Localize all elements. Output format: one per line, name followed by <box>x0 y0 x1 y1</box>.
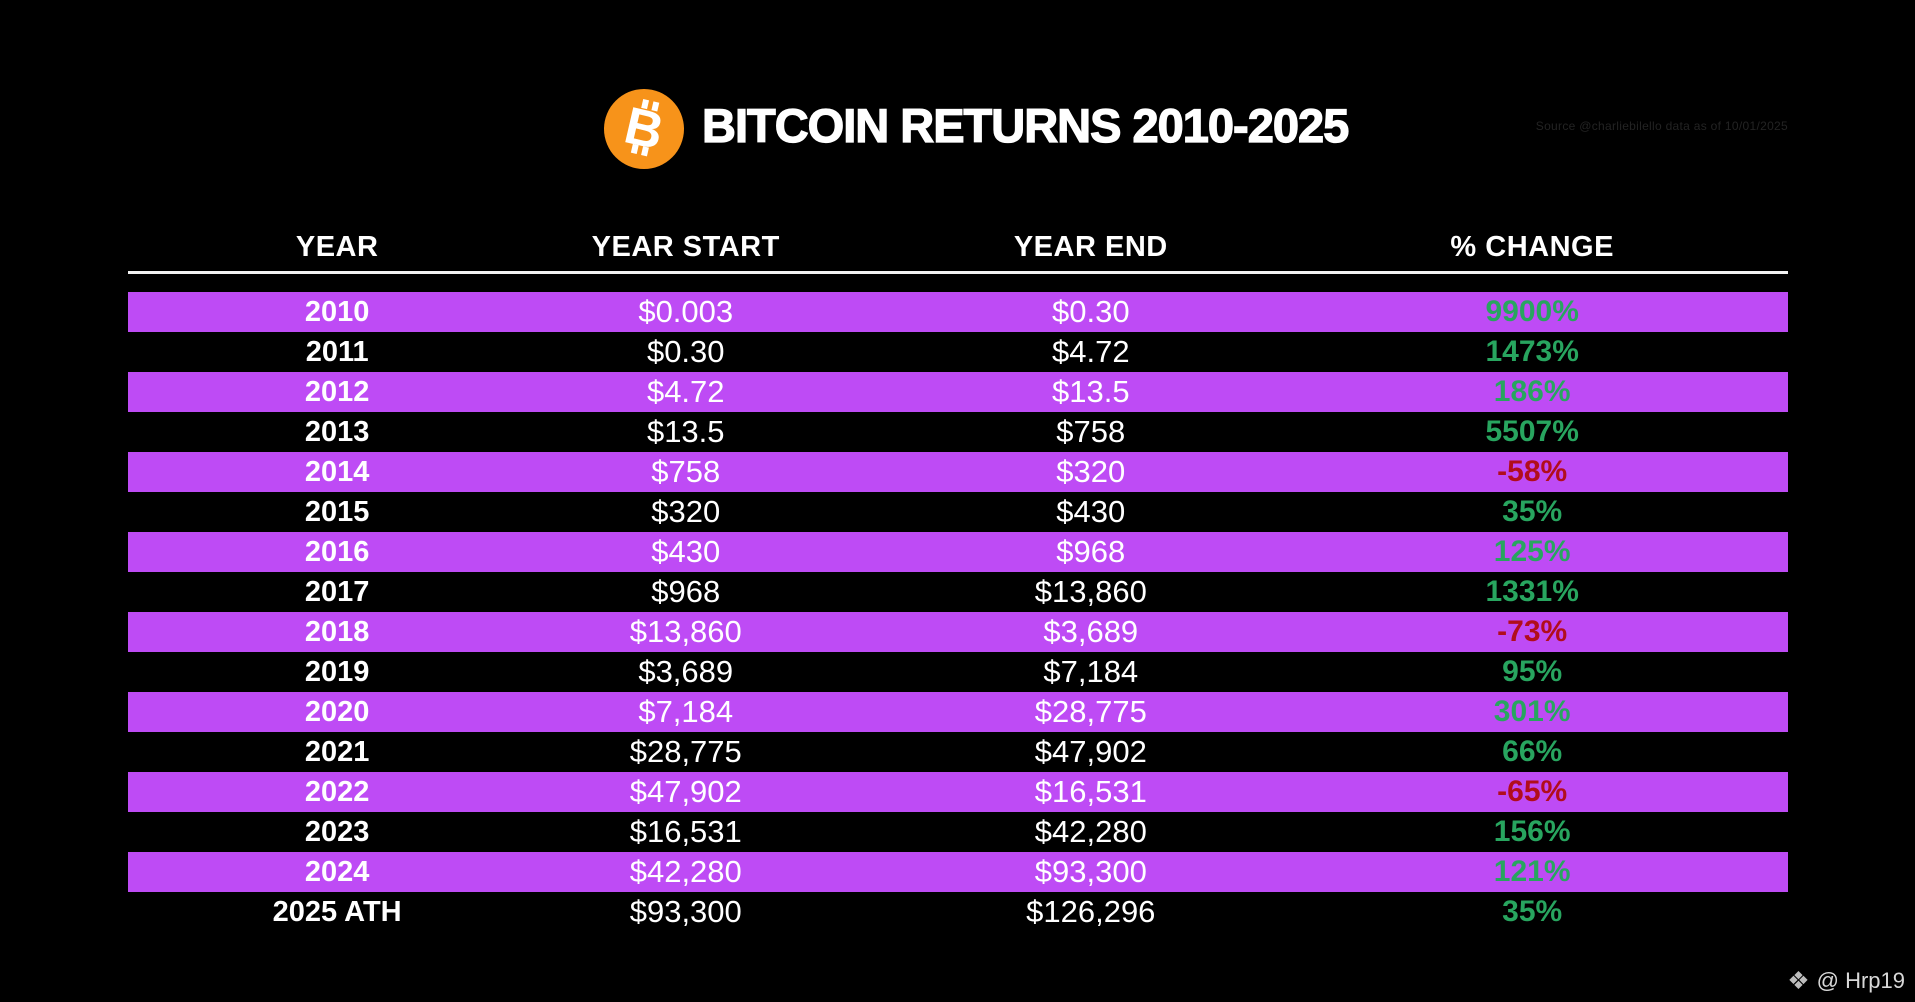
bitcoin-icon: B <box>604 89 684 169</box>
pct-change-cell: 1473% <box>1485 335 1579 368</box>
year-end-cell: $3,689 <box>1043 614 1139 649</box>
table-row: 2022 $47,902 $16,531 -65% <box>128 772 1788 812</box>
year-cell: 2019 <box>304 656 370 688</box>
watermark-handle: @ Hrp19 <box>1816 968 1905 993</box>
year-cell: 2021 <box>304 736 370 768</box>
year-cell: 2013 <box>304 416 370 448</box>
bitcoin-circle <box>604 89 684 169</box>
watermark: ❖ @ Hrp19 <box>1787 968 1905 994</box>
pct-change-cell: 186% <box>1493 375 1571 408</box>
table-row: 2014 $758 $320 -58% <box>128 452 1788 492</box>
column-header-year-end: YEAR END <box>1013 230 1168 263</box>
year-cell: 2023 <box>304 816 370 848</box>
year-cell: 2017 <box>304 576 370 608</box>
year-cell: 2012 <box>304 376 370 408</box>
table-header-row: YEAR YEAR START YEAR END % CHANGE <box>128 223 1788 274</box>
pct-change-cell: 156% <box>1493 815 1571 848</box>
year-end-cell: $13,860 <box>1034 574 1147 609</box>
page-title: BITCOIN RETURNS 2010-2025 <box>701 98 1350 152</box>
year-start-cell: $430 <box>651 534 721 569</box>
year-end-cell: $42,280 <box>1034 814 1147 849</box>
year-cell: 2010 <box>304 296 370 328</box>
year-start-cell: $4.72 <box>646 374 725 409</box>
year-start-cell: $28,775 <box>629 734 742 769</box>
year-start-cell: $0.003 <box>638 294 734 329</box>
table-row: 2013 $13.5 $758 5507% <box>128 412 1788 452</box>
table-row: 2011 $0.30 $4.72 1473% <box>128 332 1788 372</box>
column-header-pct-change: % CHANGE <box>1450 230 1614 263</box>
table-body: 2010 $0.003 $0.30 9900% 2011 $0.30 $4.72 1473% 2… <box>128 292 1788 932</box>
table-row: 2016 $430 $968 125% <box>128 532 1788 572</box>
table-row: 2025 ATH $93,300 $126,296 35% <box>128 892 1788 932</box>
year-end-cell: $320 <box>1056 454 1126 489</box>
year-start-cell: $320 <box>651 494 721 529</box>
year-end-cell: $430 <box>1056 494 1126 529</box>
pct-change-cell: 5507% <box>1485 415 1579 448</box>
year-cell: 2018 <box>304 616 370 648</box>
table-row: 2023 $16,531 $42,280 156% <box>128 812 1788 852</box>
table-row: 2024 $42,280 $93,300 121% <box>128 852 1788 892</box>
year-start-cell: $47,902 <box>629 774 742 809</box>
pct-change-cell: -65% <box>1497 775 1568 808</box>
year-cell: 2016 <box>304 536 370 568</box>
year-end-cell: $93,300 <box>1034 854 1147 889</box>
pct-change-cell: 125% <box>1493 535 1571 568</box>
pct-change-cell: 35% <box>1502 495 1563 528</box>
year-cell: 2011 <box>305 336 369 368</box>
year-start-cell: $968 <box>651 574 721 609</box>
year-start-cell: $42,280 <box>629 854 742 889</box>
year-end-cell: $16,531 <box>1034 774 1147 809</box>
table-row: 2017 $968 $13,860 1331% <box>128 572 1788 612</box>
source-note: Source @charliebilello data as of 10/01/… <box>1535 119 1788 133</box>
year-end-cell: $13.5 <box>1051 374 1130 409</box>
year-start-cell: $0.30 <box>646 334 725 369</box>
table-row: 2010 $0.003 $0.30 9900% <box>128 292 1788 332</box>
pct-change-cell: 121% <box>1493 855 1571 888</box>
pct-change-cell: -73% <box>1497 615 1568 648</box>
pct-change-cell: 35% <box>1502 895 1563 928</box>
pct-change-cell: 301% <box>1493 695 1571 728</box>
year-end-cell: $968 <box>1056 534 1126 569</box>
column-header-year: YEAR <box>295 230 379 263</box>
table-row: 2021 $28,775 $47,902 66% <box>128 732 1788 772</box>
table-row: 2015 $320 $430 35% <box>128 492 1788 532</box>
year-cell: 2024 <box>304 856 370 888</box>
year-start-cell: $13,860 <box>629 614 742 649</box>
year-start-cell: $758 <box>651 454 721 489</box>
year-start-cell: $93,300 <box>629 894 742 929</box>
returns-table: YEAR YEAR START YEAR END % CHANGE 2010 $0… <box>128 223 1788 932</box>
table-row: 2012 $4.72 $13.5 186% <box>128 372 1788 412</box>
year-cell: 2020 <box>304 696 370 728</box>
pct-change-cell: 1331% <box>1485 575 1579 608</box>
table-row: 2019 $3,689 $7,184 95% <box>128 652 1788 692</box>
year-cell: 2015 <box>304 496 370 528</box>
year-cell: 2014 <box>304 456 370 488</box>
pct-change-cell: -58% <box>1497 455 1568 488</box>
pct-change-cell: 66% <box>1502 735 1563 768</box>
pct-change-cell: 95% <box>1502 655 1563 688</box>
table-row: 2018 $13,860 $3,689 -73% <box>128 612 1788 652</box>
year-end-cell: $28,775 <box>1034 694 1147 729</box>
year-start-cell: $3,689 <box>638 654 734 689</box>
year-cell: 2022 <box>304 776 370 808</box>
year-start-cell: $13.5 <box>646 414 725 449</box>
year-end-cell: $126,296 <box>1026 894 1156 929</box>
year-start-cell: $7,184 <box>638 694 734 729</box>
year-end-cell: $4.72 <box>1051 334 1130 369</box>
year-end-cell: $7,184 <box>1043 654 1139 689</box>
table-row: 2020 $7,184 $28,775 301% <box>128 692 1788 732</box>
year-end-cell: $47,902 <box>1034 734 1147 769</box>
year-end-cell: $0.30 <box>1051 294 1130 329</box>
pct-change-cell: 9900% <box>1485 295 1579 328</box>
year-start-cell: $16,531 <box>629 814 742 849</box>
column-header-year-start: YEAR START <box>591 230 780 263</box>
year-end-cell: $758 <box>1056 414 1126 449</box>
binance-diamond-icon: ❖ <box>1787 966 1810 995</box>
year-cell: 2025 ATH <box>272 896 402 928</box>
